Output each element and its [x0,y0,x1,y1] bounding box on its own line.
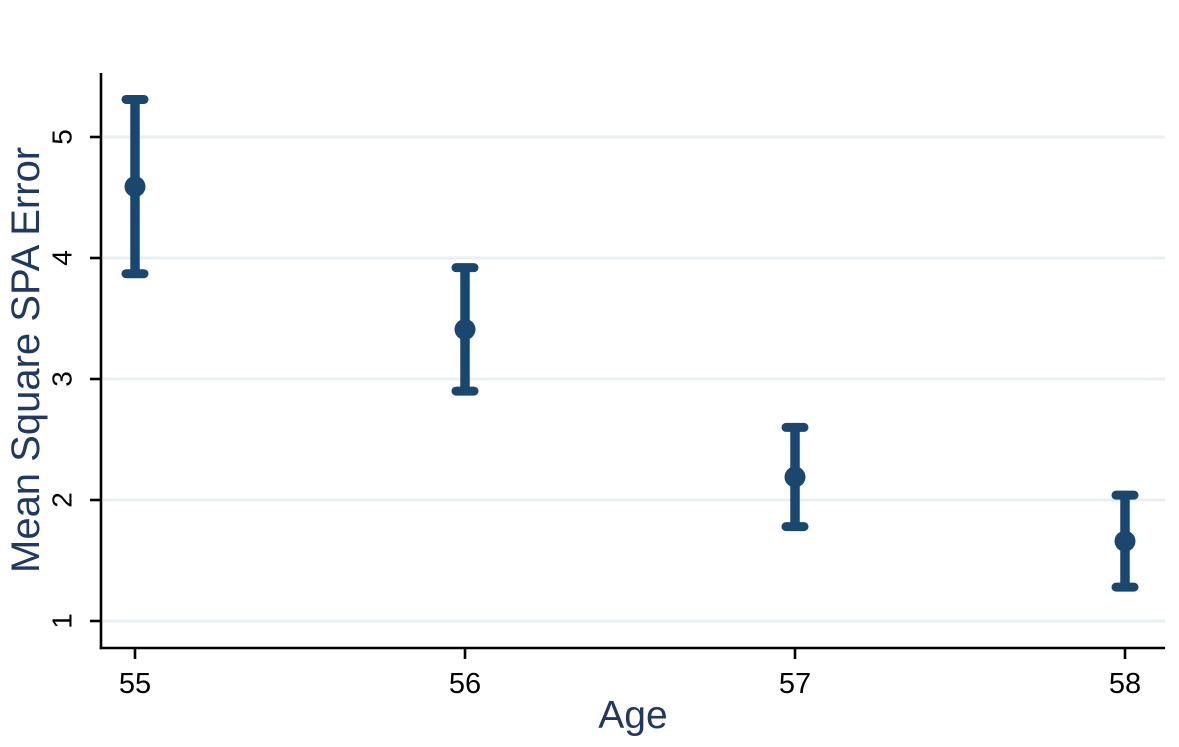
x-tick-label: 56 [449,668,481,700]
data-point-marker [454,318,476,340]
y-axis-title: Mean Square SPA Error [4,146,48,574]
data-point-marker [784,466,806,488]
y-tick-label: 2 [47,492,78,508]
data-point-marker [1114,530,1136,552]
data-point-marker [124,176,146,198]
y-tick-label: 1 [47,613,78,629]
y-tick-label: 3 [47,371,78,387]
y-tick-label: 4 [47,250,78,266]
x-tick-label: 55 [119,668,151,700]
x-axis-title: Age [598,694,668,737]
x-tick-label: 58 [1109,668,1141,700]
x-tick-label: 57 [779,668,811,700]
y-tick-label: 5 [47,129,78,145]
